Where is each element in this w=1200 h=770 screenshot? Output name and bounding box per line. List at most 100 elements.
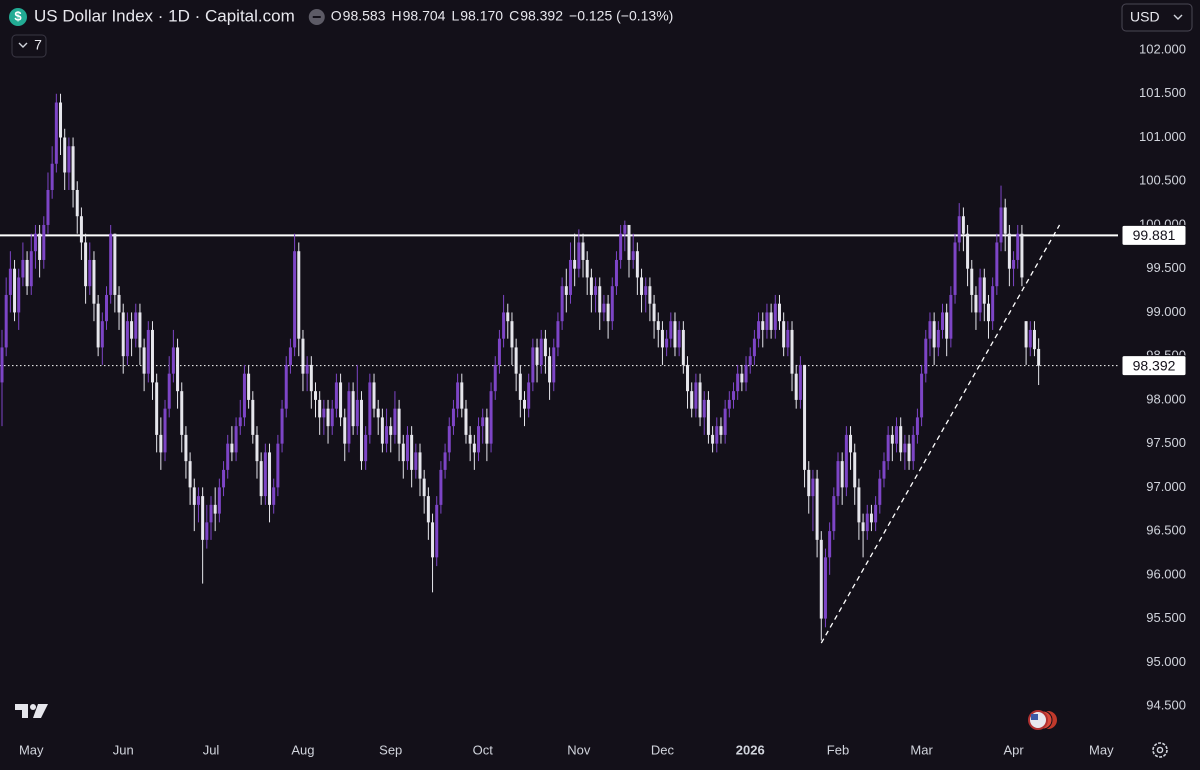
candle-body [38,233,42,260]
candle-body [217,487,221,514]
ohlc-key: H [391,8,401,24]
candle-body [744,364,748,383]
candle-body [351,391,355,427]
candle-body [242,373,246,418]
candle-body [226,443,230,470]
x-tick-label: Jun [113,742,134,757]
candle-body [318,399,322,418]
gear-inner [1156,746,1164,754]
price-badge [1121,355,1187,377]
candle-body [669,321,673,339]
candle-body [489,391,493,444]
candle-body [109,233,113,295]
candle-body [974,294,978,313]
candle-body [631,251,635,260]
y-tick-label: 101.000 [1139,129,1186,144]
flag-icons[interactable] [1028,710,1057,730]
y-tick-label: 95.500 [1146,610,1186,625]
candle-body [886,434,890,462]
candle-body [176,347,180,392]
candle-body [924,338,928,374]
x-tick-label: Aug [291,742,314,757]
visibility-icon-dash [312,16,321,18]
candle-body [531,347,535,383]
candle-body [447,426,451,453]
candle-body [907,443,911,462]
candle-body [895,426,899,444]
candle-body [732,391,735,400]
candle-body [259,461,263,497]
y-tick-label: 97.500 [1146,435,1186,450]
candle-body [443,452,447,470]
candle-body [435,504,439,558]
candle-body [635,251,639,278]
chart-title: US Dollar Index · 1D · Capital.com [34,6,295,25]
candle-body [468,434,472,444]
candle-body [568,259,572,295]
candle-body [88,259,92,287]
candle-body [840,461,844,488]
candle-body [656,321,660,330]
candle-body [740,373,744,383]
candle-body [711,434,715,444]
settings-icon[interactable] [1152,742,1168,758]
candle-body [514,347,518,374]
x-tick-label: May [19,742,44,757]
candle-body [920,373,924,418]
candle-body [481,417,485,427]
candle-body [234,426,238,453]
candle-body [878,478,882,505]
candle-body [823,557,827,619]
candle-body [75,189,79,217]
candle-body [222,469,226,488]
candle-body [698,382,702,418]
candle-body [543,338,547,357]
candle-body [339,382,343,418]
candle-body [230,443,234,453]
candle-body [268,452,272,505]
x-tick-label: Feb [827,742,849,757]
price-change: −0.125 (−0.13%) [569,8,673,24]
candle-body [865,513,869,532]
candle-body [765,312,769,330]
y-tick-label: 95.000 [1146,654,1186,669]
candle-body [142,347,146,374]
candle-body [130,321,134,339]
candle-body [343,417,347,444]
candle-body [46,189,50,225]
candle-body [272,487,276,505]
candle-body [121,312,125,357]
candle-body [995,242,999,287]
candle-body [188,461,192,488]
candle-body [29,251,33,287]
candle-body [660,329,664,348]
candle-body [773,303,777,330]
currency-button[interactable] [1121,3,1193,32]
candle-body [610,286,614,322]
candle-body [1012,259,1016,269]
candle-body [677,329,681,348]
candle-body [314,391,317,400]
indicator-badge[interactable] [11,34,47,58]
candle-body [986,303,990,322]
candle-body [205,522,209,540]
candle-body [0,347,4,383]
candle-body [640,277,644,295]
candle-body [385,426,389,444]
candle-body [59,102,63,138]
candle-body [598,286,602,313]
candle-body [105,294,108,322]
candle-body [397,408,401,444]
candle-body [1016,233,1020,260]
logo-part [33,704,48,718]
candle-body [13,268,17,313]
candle-body [431,522,435,558]
x-tick-label: Sep [379,742,402,757]
y-tick-label: 94.500 [1146,697,1186,712]
candle-body [853,452,857,488]
candle-body [828,531,832,558]
candle-body [552,347,556,383]
candle-body [426,496,430,523]
currency-label: USD [1130,9,1160,25]
